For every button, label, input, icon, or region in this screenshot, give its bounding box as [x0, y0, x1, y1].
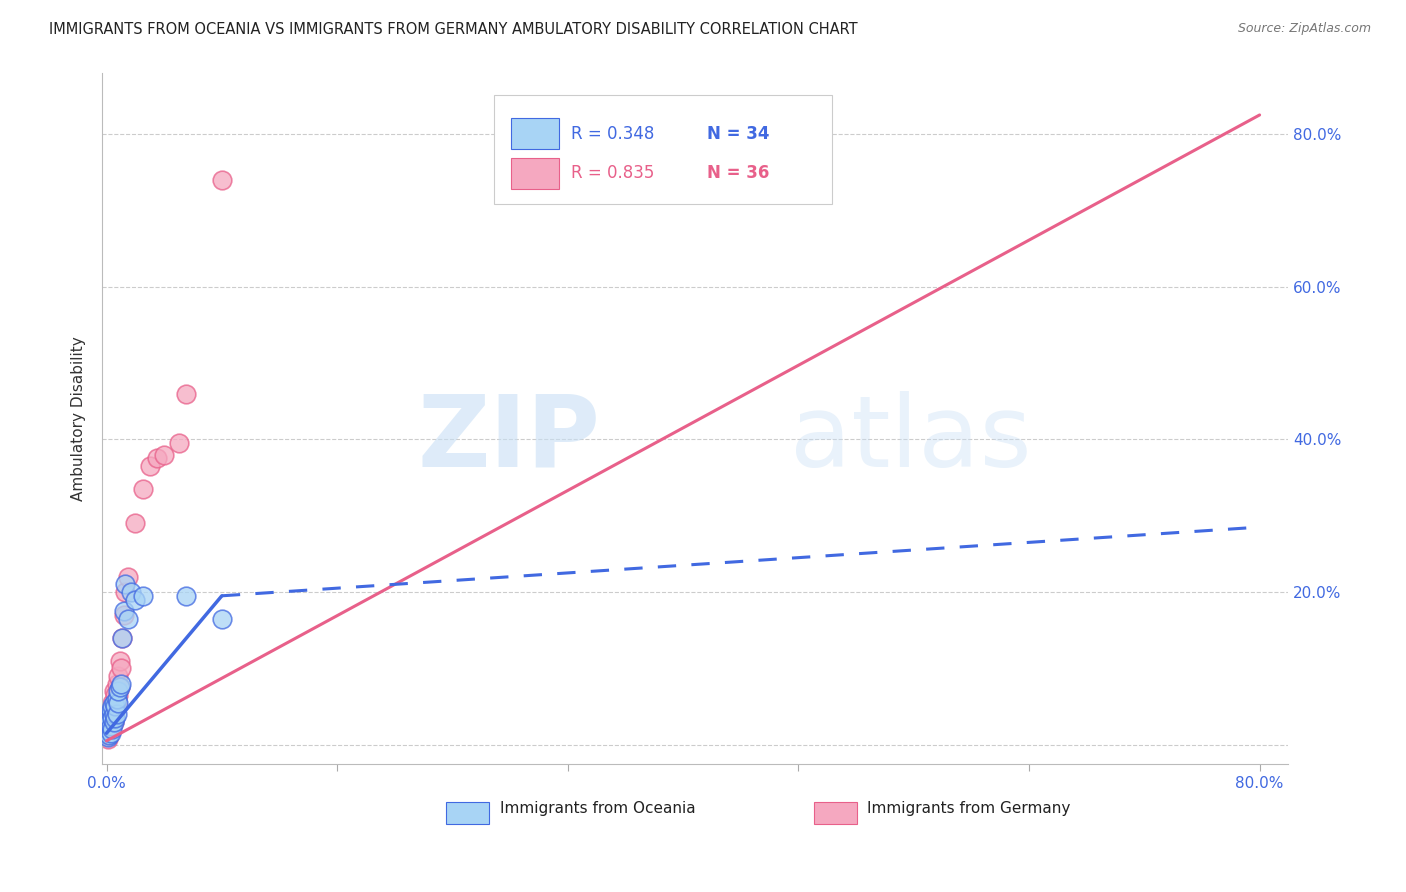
Point — [114, 585, 136, 599]
Point — [112, 604, 135, 618]
Point — [108, 654, 131, 668]
Point — [112, 607, 135, 622]
Point — [97, 731, 120, 746]
Point — [101, 723, 124, 737]
Point — [98, 721, 121, 735]
Point — [111, 631, 134, 645]
Point — [110, 676, 132, 690]
Point — [110, 661, 132, 675]
Point — [104, 711, 127, 725]
Point — [146, 451, 169, 466]
Point — [211, 173, 233, 187]
Point — [98, 714, 121, 729]
Point — [103, 684, 125, 698]
Point — [131, 589, 153, 603]
Point — [167, 436, 190, 450]
Text: atlas: atlas — [790, 391, 1032, 488]
Point — [98, 714, 121, 729]
Point — [100, 716, 122, 731]
Point — [105, 707, 128, 722]
Point — [124, 592, 146, 607]
Point — [100, 723, 122, 738]
Point — [139, 458, 162, 473]
Point — [131, 482, 153, 496]
Point — [117, 612, 139, 626]
Point — [103, 714, 125, 729]
Point — [117, 570, 139, 584]
Text: Immigrants from Germany: Immigrants from Germany — [868, 801, 1071, 816]
Point — [97, 730, 120, 744]
Point — [105, 696, 128, 710]
Point — [98, 729, 121, 743]
Point — [108, 681, 131, 695]
FancyBboxPatch shape — [494, 95, 832, 204]
Point — [103, 714, 125, 729]
Point — [153, 448, 176, 462]
Point — [107, 669, 129, 683]
Bar — [512, 158, 560, 189]
Point — [103, 696, 125, 710]
Point — [100, 708, 122, 723]
Point — [120, 585, 142, 599]
Text: Source: ZipAtlas.com: Source: ZipAtlas.com — [1237, 22, 1371, 36]
Point — [101, 711, 124, 725]
Point — [107, 684, 129, 698]
Point — [174, 386, 197, 401]
Point — [105, 676, 128, 690]
Point — [111, 631, 134, 645]
Text: N = 34: N = 34 — [707, 125, 769, 143]
Point — [97, 726, 120, 740]
Text: IMMIGRANTS FROM OCEANIA VS IMMIGRANTS FROM GERMANY AMBULATORY DISABILITY CORRELA: IMMIGRANTS FROM OCEANIA VS IMMIGRANTS FR… — [49, 22, 858, 37]
Bar — [512, 119, 560, 149]
Point — [104, 688, 127, 702]
Point — [98, 718, 121, 732]
Point — [97, 723, 120, 738]
Point — [100, 703, 122, 717]
Point — [98, 711, 121, 725]
Point — [105, 691, 128, 706]
Point — [108, 681, 131, 695]
Point — [174, 589, 197, 603]
Point — [103, 699, 125, 714]
Bar — [446, 802, 489, 824]
Y-axis label: Ambulatory Disability: Ambulatory Disability — [72, 336, 86, 500]
Point — [101, 699, 124, 714]
Point — [100, 707, 122, 722]
Bar — [814, 802, 856, 824]
Point — [114, 577, 136, 591]
Point — [97, 729, 120, 743]
Point — [100, 726, 122, 740]
Point — [107, 696, 129, 710]
Text: R = 0.835: R = 0.835 — [571, 164, 654, 182]
Point — [104, 703, 127, 717]
Point — [104, 699, 127, 714]
Point — [101, 696, 124, 710]
Point — [101, 718, 124, 732]
Text: ZIP: ZIP — [418, 391, 600, 488]
Text: N = 36: N = 36 — [707, 164, 769, 182]
Text: Immigrants from Oceania: Immigrants from Oceania — [499, 801, 695, 816]
Point — [101, 707, 124, 722]
Point — [107, 688, 129, 702]
Point — [97, 723, 120, 737]
Text: R = 0.348: R = 0.348 — [571, 125, 654, 143]
Point — [103, 707, 125, 722]
Point — [100, 718, 122, 732]
Point — [124, 516, 146, 531]
Point — [98, 726, 121, 740]
Point — [211, 612, 233, 626]
